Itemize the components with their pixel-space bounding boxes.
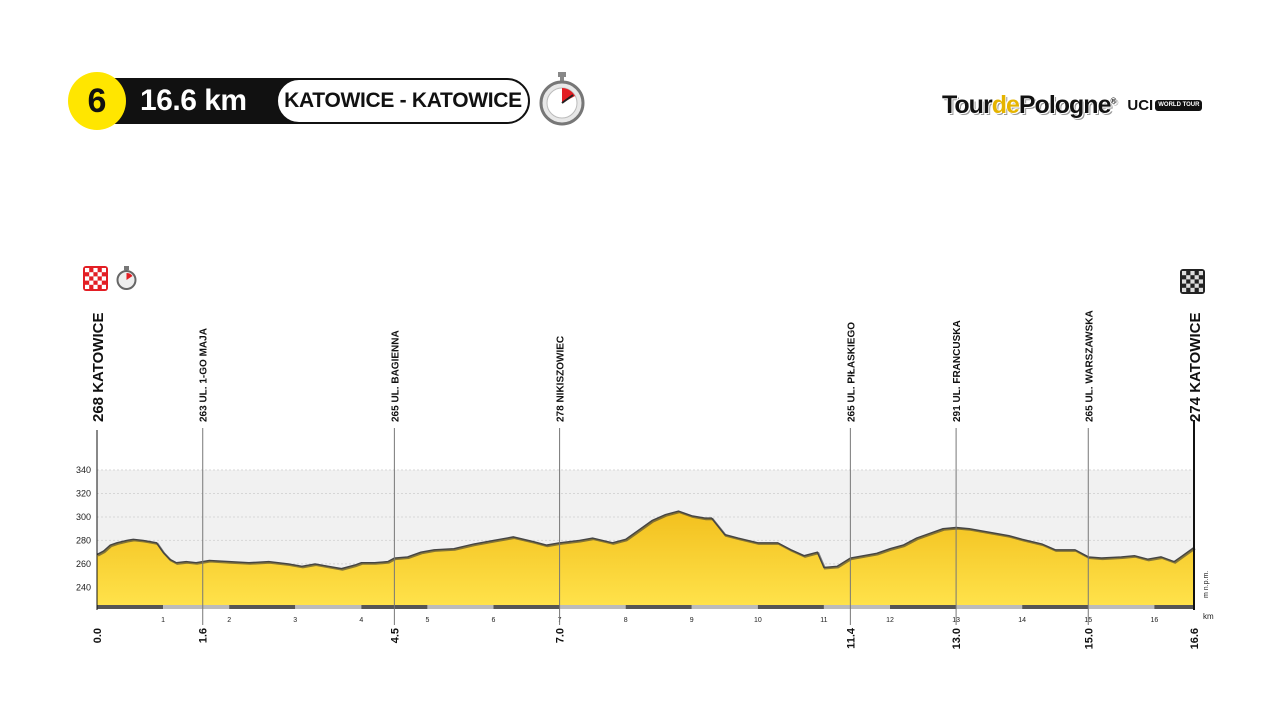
stage-route: KATOWICE - KATOWICE: [276, 78, 530, 124]
km-strip-segment: [1154, 605, 1194, 609]
x-tick-label: 10: [754, 617, 762, 624]
km-strip-segment: [1022, 605, 1089, 609]
km-strip-segment: [229, 605, 296, 609]
waypoint-label: 265 UL. BAGIENNA: [390, 330, 401, 422]
y-tick-label: 260: [76, 559, 91, 569]
km-strip-segment: [1088, 605, 1155, 609]
waypoint-label: 291 UL. FRANCUSKA: [952, 320, 963, 422]
x-major-label: 13.0: [951, 628, 963, 649]
x-tick-label: 11: [820, 617, 827, 624]
x-major-label: 11.4: [845, 627, 857, 649]
x-tick-label: 9: [690, 617, 694, 624]
x-major-label: 4.5: [389, 628, 401, 643]
x-tick-label: 14: [1018, 617, 1026, 624]
finish-flag-icon: [1180, 269, 1205, 294]
y-tick-label: 340: [76, 465, 91, 475]
x-tick-label: 3: [293, 617, 297, 624]
km-strip-segment: [163, 605, 230, 609]
x-tick-label: 1: [161, 617, 165, 624]
stage-number-badge: 6: [68, 72, 126, 130]
stage-distance: 16.6 km: [140, 84, 247, 117]
km-strip-segment: [890, 605, 957, 609]
km-strip-segment: [823, 605, 891, 609]
waypoint-label: 263 UL. 1-GO MAJA: [199, 328, 210, 422]
uci-logo: UCI: [1127, 96, 1154, 114]
waypoint-label: 268 KATOWICE: [90, 313, 107, 422]
km-strip-segment: [493, 605, 560, 609]
x-major-label: 7.0: [555, 628, 567, 643]
tour-de-pologne-logo: TourdePologne® UCI WORLD TOUR: [942, 88, 1203, 122]
x-tick-label: 16: [1150, 617, 1158, 624]
km-strip-segment: [956, 605, 1023, 609]
x-tick-label: 6: [492, 617, 496, 624]
y-tick-label: 320: [76, 488, 91, 498]
stage-header: 6 16.6 km KATOWICE - KATOWICE: [68, 70, 598, 130]
km-strip-segment: [691, 605, 758, 609]
logo-wordmark: TourdePologne®: [942, 90, 1116, 119]
x-tick-label: 5: [425, 617, 429, 624]
x-major-label: 16.6: [1189, 628, 1201, 649]
waypoint-label: 265 UL. WARSZAWSKA: [1084, 310, 1095, 422]
km-strip-segment: [559, 605, 626, 609]
y-tick-label: 300: [76, 512, 91, 522]
x-tick-label: 4: [359, 617, 363, 624]
x-major-label: 1.6: [198, 628, 210, 643]
y-tick-label: 240: [76, 582, 91, 592]
world-tour-badge: WORLD TOUR: [1155, 99, 1203, 111]
stage-number: 6: [87, 81, 107, 120]
y-unit-label: m n.p.m.: [1203, 571, 1210, 598]
x-unit-label: km: [1203, 612, 1214, 621]
km-strip-segment: [97, 605, 164, 609]
km-strip-segment: [295, 605, 362, 609]
km-strip-segment: [625, 605, 692, 609]
start-flag-icon: [83, 266, 108, 291]
stopwatch-icon: [539, 72, 585, 126]
waypoint-label: 274 KATOWICE: [1187, 313, 1204, 422]
km-strip-segment: [427, 605, 494, 609]
km-strip-segment: [757, 605, 824, 609]
x-tick-label: 2: [227, 617, 231, 624]
x-major-label: 15.0: [1083, 628, 1095, 649]
y-tick-label: 280: [76, 535, 91, 545]
x-major-label: 0.0: [92, 628, 104, 643]
start-stopwatch-icon: [116, 266, 137, 290]
x-tick-label: 8: [624, 617, 628, 624]
elevation-area: [97, 511, 1194, 605]
waypoint-label: 278 NIKISZOWIEC: [556, 336, 567, 422]
elevation-line: [96, 510, 1195, 570]
x-tick-label: 12: [886, 617, 894, 624]
elevation-shadow: [97, 510, 1196, 571]
waypoint-label: 265 UL. PIŁASKIEGO: [846, 322, 857, 422]
